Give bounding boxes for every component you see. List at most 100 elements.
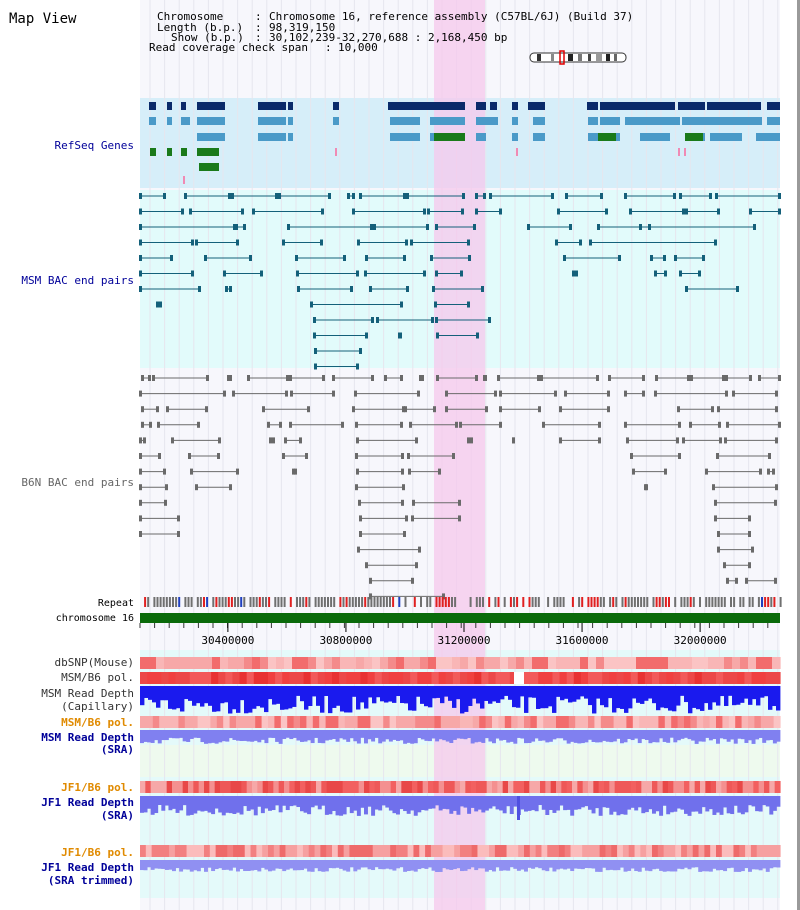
repeat-mark — [420, 597, 422, 607]
repeat-mark — [426, 597, 429, 607]
msm-bac-pair-end — [364, 270, 367, 277]
jf1-sra-depth-bar — [164, 796, 169, 806]
track-label-msm-b6-pol[interactable]: MSM/B6 pol. — [61, 671, 134, 684]
jf1-trimmed-depth-bar — [733, 860, 738, 872]
b6n-bac-end-pairs-track[interactable] — [139, 375, 781, 600]
msm-bac-end-pairs-track[interactable] — [139, 193, 781, 370]
jf1-trimmed-depth-bar — [769, 860, 774, 869]
b6n-bac-pair-end — [357, 546, 360, 553]
chromosome-bar[interactable] — [140, 613, 780, 623]
track-label-b6n-bac[interactable]: B6N BAC end pairs — [21, 476, 134, 489]
heatmap-cell — [716, 716, 723, 728]
jf1-trimmed-depth-bar — [716, 860, 720, 871]
msm-sra-depth-bar — [630, 730, 635, 741]
msm-sra-depth-bar — [659, 730, 664, 739]
msm-bac-pair-end — [663, 255, 666, 261]
repeat-mark — [475, 597, 478, 607]
track-label-msm-bac[interactable]: MSM BAC end pairs — [21, 274, 134, 287]
heatmap-cell — [228, 657, 237, 669]
heatmap-cell — [750, 845, 758, 857]
heatmap-cell — [430, 845, 438, 857]
heatmap-cell — [616, 672, 625, 684]
msm-capillary-depth-bar — [772, 686, 777, 707]
heatmap-cell — [636, 781, 642, 793]
track-label-jf1-depth-sra[interactable]: JF1 Read Depth — [41, 796, 134, 809]
read-depth-tracks[interactable] — [140, 686, 781, 872]
jf1-sra-depth-bar — [573, 796, 578, 810]
heatmap-cell — [552, 672, 561, 684]
repeat-track[interactable] — [144, 597, 782, 607]
b6n-bac-pair-end — [197, 421, 200, 428]
b6n-bac-pair-end — [654, 390, 657, 397]
track-label-dbsnp[interactable]: dbSNP(Mouse) — [55, 656, 134, 669]
heatmap-cell — [442, 845, 449, 857]
msm-bac-pair-end — [436, 332, 439, 339]
repeat-mark — [602, 597, 605, 607]
track-label-jf1-b6-pol[interactable]: JF1/B6 pol. — [61, 781, 134, 794]
msm-bac-pair-end — [551, 193, 554, 199]
heatmap-cell — [758, 781, 765, 793]
repeat-mark — [767, 597, 770, 607]
track-label-msm-depth-cap[interactable]: MSM Read Depth — [41, 687, 134, 700]
track-label-refseq[interactable]: RefSeq Genes — [55, 139, 134, 152]
jf1-sra-depth-bar — [435, 796, 440, 806]
heatmap-cell — [161, 781, 168, 793]
b6n-bac-pair-end — [554, 390, 557, 397]
track-label-jf1-b6-pol-2[interactable]: JF1/B6 pol. — [61, 846, 134, 859]
jf1-sra-depth-bar — [595, 796, 600, 809]
jf1-sra-depth-bar — [648, 796, 653, 810]
heatmap-tracks[interactable] — [140, 657, 781, 857]
heatmap-cell — [620, 657, 629, 669]
repeat-mark — [230, 597, 233, 607]
b6n-bac-pair-end — [598, 421, 601, 428]
track-label-msm-depth-sra[interactable]: MSM Read Depth — [41, 731, 134, 744]
heatmap-cell — [198, 845, 205, 857]
heatmap-cell — [644, 657, 653, 669]
jf1-trimmed-depth-bar — [570, 860, 575, 872]
jf1-sra-depth-bar — [470, 796, 475, 808]
msm-bac-pair-end — [432, 286, 435, 292]
msm-capillary-depth-bar — [620, 686, 625, 709]
heatmap-cell — [566, 672, 575, 684]
repeat-mark — [320, 597, 323, 607]
jf1-trimmed-depth-bar — [751, 860, 756, 870]
refseq-genes-track[interactable] — [149, 102, 780, 184]
heatmap-cell — [239, 672, 248, 684]
heatmap-cell — [545, 672, 554, 684]
msm-sra-depth-bar — [438, 730, 443, 740]
msm-sra-depth-bar — [666, 730, 671, 743]
heatmap-cell — [403, 672, 411, 684]
heatmap-cell — [488, 672, 497, 684]
msm-bac-pair-end — [579, 239, 582, 246]
jf1-sra-depth-bar — [751, 796, 756, 807]
heatmap-cell — [553, 845, 560, 857]
jf1-trimmed-depth-bar — [563, 860, 568, 870]
repeat-mark — [482, 597, 484, 607]
repeat-mark — [224, 597, 227, 607]
b6n-bac-pair-end — [774, 499, 777, 506]
msm-bac-pair-end — [715, 193, 718, 199]
jf1-trimmed-depth-bar — [676, 860, 681, 869]
heatmap-cell — [148, 657, 157, 669]
msm-sra-depth-bar — [285, 730, 290, 738]
heatmap-cell — [274, 716, 282, 728]
heatmap-cell — [154, 672, 162, 684]
jf1-trimmed-depth-bar — [463, 860, 468, 871]
track-label-jf1-depth-trim[interactable]: JF1 Read Depth — [41, 861, 134, 874]
repeat-mark — [658, 597, 661, 607]
msm-sra-depth-bar — [566, 730, 571, 744]
heatmap-cell — [623, 672, 632, 684]
msm-capillary-depth-bar — [692, 686, 697, 708]
repeat-mark — [609, 597, 612, 607]
track-label-msm-b6-pol-2[interactable]: MSM/B6 pol. — [61, 716, 134, 729]
jf1-sra-depth-bar — [431, 796, 436, 809]
highlight-region[interactable] — [434, 0, 485, 910]
msm-sra-depth-bar — [399, 730, 404, 741]
msm-bac-pair-end — [629, 208, 632, 215]
chromosome-ideogram[interactable] — [529, 50, 627, 65]
heatmap-cell — [634, 845, 641, 857]
heatmap-cell — [140, 657, 149, 669]
msm-capillary-depth-bar — [584, 686, 589, 699]
heatmap-cell — [319, 716, 327, 728]
repeat-mark — [590, 597, 593, 607]
